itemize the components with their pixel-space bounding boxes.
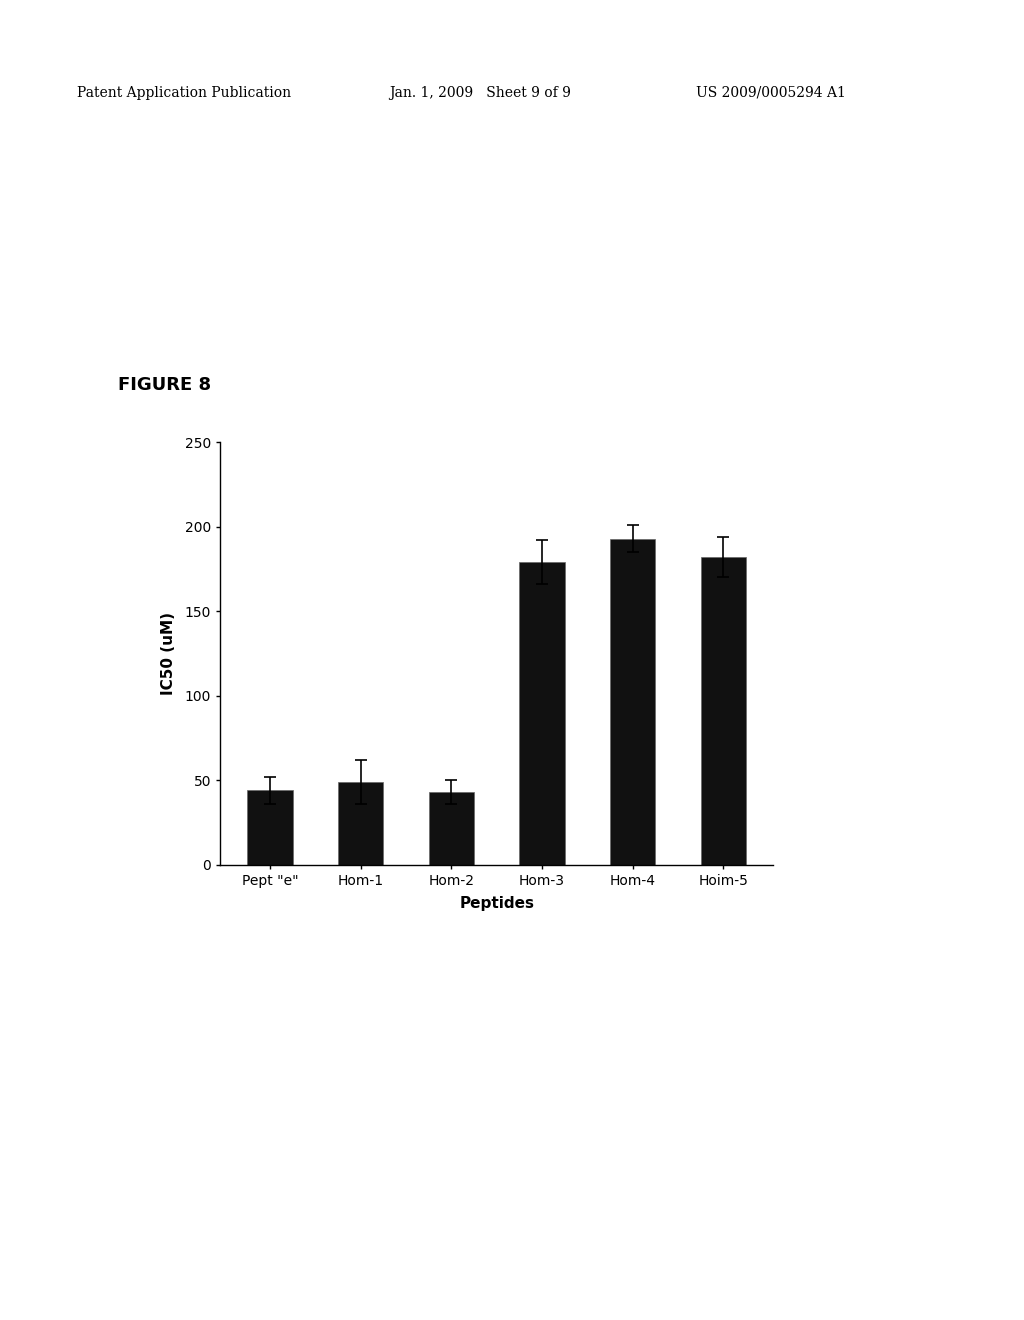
Bar — [338, 781, 383, 865]
Bar — [610, 539, 655, 865]
Text: Jan. 1, 2009   Sheet 9 of 9: Jan. 1, 2009 Sheet 9 of 9 — [389, 86, 571, 100]
Text: FIGURE 8: FIGURE 8 — [118, 376, 211, 395]
Text: US 2009/0005294 A1: US 2009/0005294 A1 — [696, 86, 846, 100]
Bar — [429, 792, 474, 865]
Bar — [700, 557, 745, 865]
Bar — [248, 791, 293, 865]
Bar — [519, 562, 564, 865]
Y-axis label: IC50 (uM): IC50 (uM) — [162, 612, 176, 694]
Text: Patent Application Publication: Patent Application Publication — [77, 86, 291, 100]
X-axis label: Peptides: Peptides — [459, 896, 535, 911]
